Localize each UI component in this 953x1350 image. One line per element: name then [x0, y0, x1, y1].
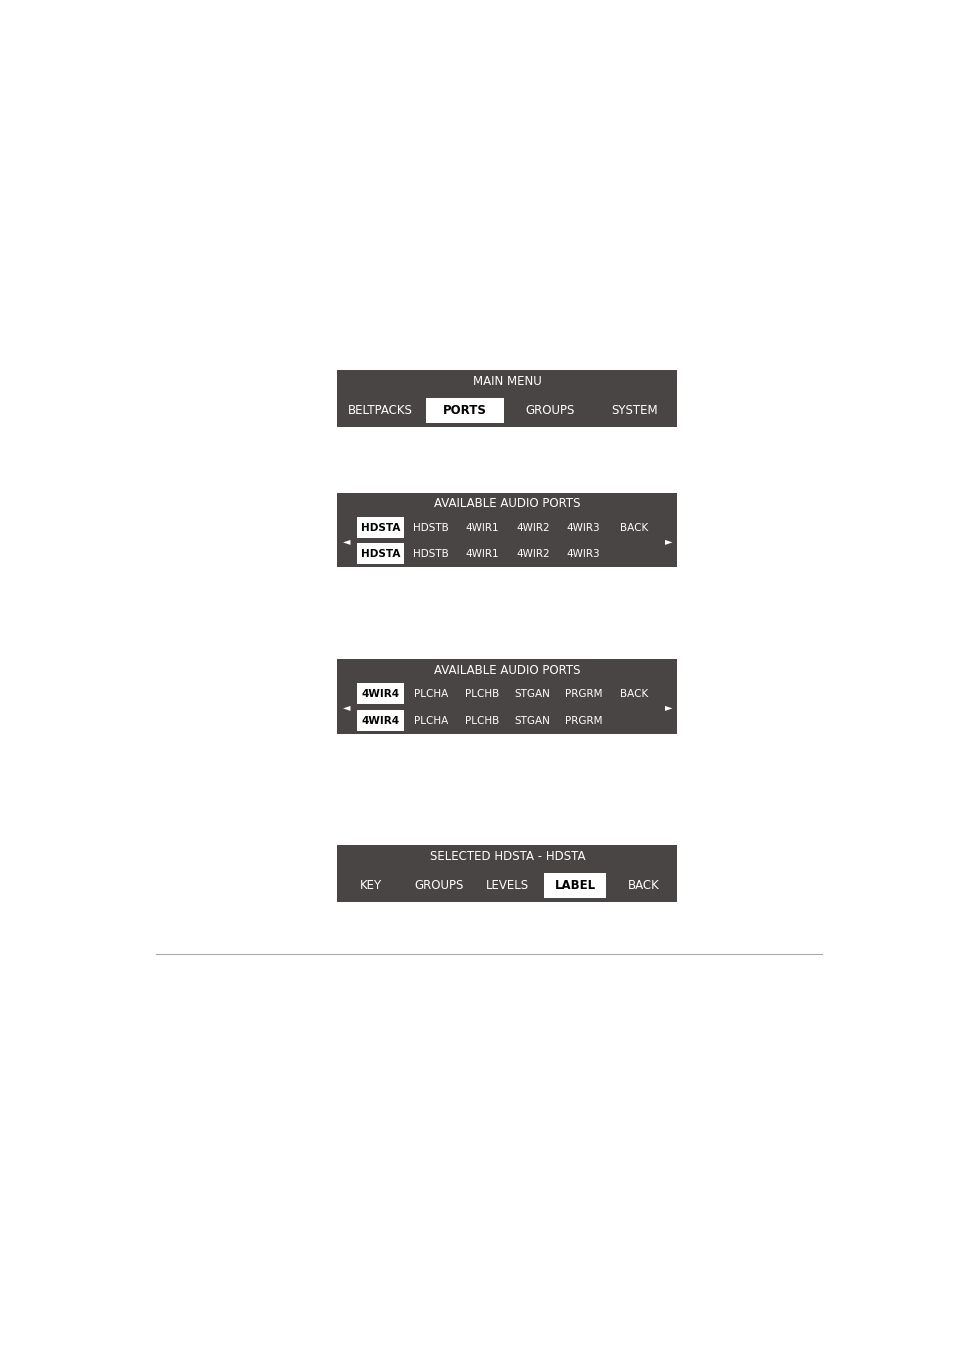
Text: 4WIR1: 4WIR1	[465, 549, 498, 559]
Text: LABEL: LABEL	[555, 879, 596, 892]
Text: ◄: ◄	[342, 702, 350, 713]
Text: PLCHB: PLCHB	[464, 690, 498, 699]
Text: 4WIR2: 4WIR2	[516, 522, 549, 533]
Text: ►: ►	[664, 702, 672, 713]
FancyBboxPatch shape	[356, 710, 404, 730]
Text: PRGRM: PRGRM	[564, 716, 601, 726]
FancyBboxPatch shape	[544, 873, 606, 898]
Text: SELECTED HDSTA - HDSTA: SELECTED HDSTA - HDSTA	[429, 850, 584, 864]
Text: STGAN: STGAN	[515, 690, 550, 699]
FancyBboxPatch shape	[356, 683, 404, 705]
FancyBboxPatch shape	[356, 543, 404, 564]
Text: PORTS: PORTS	[442, 404, 486, 417]
Text: HDSTB: HDSTB	[413, 522, 449, 533]
Text: BACK: BACK	[619, 690, 648, 699]
Text: BACK: BACK	[619, 522, 648, 533]
Text: HDSTA: HDSTA	[360, 549, 399, 559]
FancyBboxPatch shape	[337, 659, 677, 734]
Text: ►: ►	[664, 536, 672, 547]
FancyBboxPatch shape	[426, 398, 503, 423]
Text: 4WIR3: 4WIR3	[566, 522, 599, 533]
Text: SYSTEM: SYSTEM	[611, 404, 658, 417]
Text: STGAN: STGAN	[515, 716, 550, 726]
FancyBboxPatch shape	[337, 493, 677, 567]
Text: PLCHB: PLCHB	[464, 716, 498, 726]
Text: 4WIR2: 4WIR2	[516, 549, 549, 559]
Text: PRGRM: PRGRM	[564, 690, 601, 699]
Text: MAIN MENU: MAIN MENU	[473, 375, 541, 389]
Text: AVAILABLE AUDIO PORTS: AVAILABLE AUDIO PORTS	[434, 664, 580, 676]
Text: LEVELS: LEVELS	[485, 879, 528, 892]
Text: AVAILABLE AUDIO PORTS: AVAILABLE AUDIO PORTS	[434, 497, 580, 510]
Text: BACK: BACK	[627, 879, 659, 892]
FancyBboxPatch shape	[337, 845, 677, 902]
Text: PLCHA: PLCHA	[414, 690, 448, 699]
Text: 4WIR4: 4WIR4	[361, 716, 399, 726]
Text: KEY: KEY	[360, 879, 382, 892]
Text: GROUPS: GROUPS	[525, 404, 574, 417]
Text: HDSTA: HDSTA	[360, 522, 399, 533]
Text: GROUPS: GROUPS	[415, 879, 463, 892]
Text: BELTPACKS: BELTPACKS	[347, 404, 412, 417]
Text: PLCHA: PLCHA	[414, 716, 448, 726]
Text: 4WIR4: 4WIR4	[361, 690, 399, 699]
Text: ◄: ◄	[342, 536, 350, 547]
FancyBboxPatch shape	[337, 370, 677, 427]
FancyBboxPatch shape	[356, 517, 404, 539]
Text: 4WIR1: 4WIR1	[465, 522, 498, 533]
Text: HDSTB: HDSTB	[413, 549, 449, 559]
Text: 4WIR3: 4WIR3	[566, 549, 599, 559]
